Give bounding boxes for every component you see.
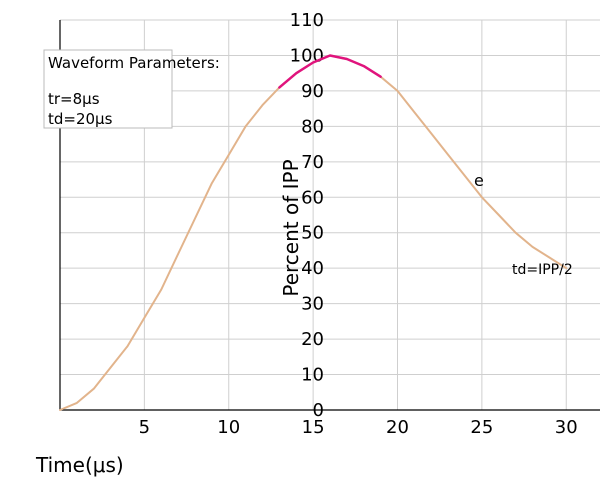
y-tick-label: 10 (301, 365, 324, 386)
x-tick-label: 15 (302, 417, 325, 438)
y-tick-label: 70 (301, 152, 324, 173)
series-lines (59, 54, 568, 411)
half-value-annotation: td=IPP/2 (512, 262, 573, 278)
legend-item-td: td=20μs (48, 110, 113, 128)
x-axis-title: Time(μs) (35, 453, 124, 477)
y-tick-labels: 0 10 20 30 40 50 60 70 80 90 100 110 (290, 10, 324, 421)
y-tick-label: 100 (290, 45, 324, 66)
y-axis-title: Percent of IPP (279, 159, 303, 296)
x-tick-label: 10 (217, 417, 240, 438)
y-tick-label: 90 (301, 81, 324, 102)
y-tick-label: 60 (301, 187, 324, 208)
x-tick-labels: 5 10 15 20 25 30 (139, 417, 578, 438)
y-tick-label: 20 (301, 329, 324, 350)
legend-item-tr: tr=8μs (48, 90, 100, 108)
x-tick-label: 30 (555, 417, 578, 438)
legend: Waveform Parameters: tr=8μs td=20μs (43, 49, 220, 129)
series-line-2 (278, 54, 382, 89)
y-tick-label: 30 (301, 294, 324, 315)
legend-title: Waveform Parameters: (48, 54, 220, 72)
decay-annotation: e (474, 171, 484, 190)
y-tick-label: 50 (301, 223, 324, 244)
legend-box (43, 49, 173, 129)
x-tick-label: 20 (386, 417, 409, 438)
y-tick-label: 80 (301, 116, 324, 137)
y-tick-label: 110 (290, 10, 324, 31)
x-tick-label: 25 (470, 417, 493, 438)
x-tick-label: 5 (139, 417, 150, 438)
y-tick-label: 40 (301, 258, 324, 279)
y-tick-label: 0 (313, 400, 324, 421)
